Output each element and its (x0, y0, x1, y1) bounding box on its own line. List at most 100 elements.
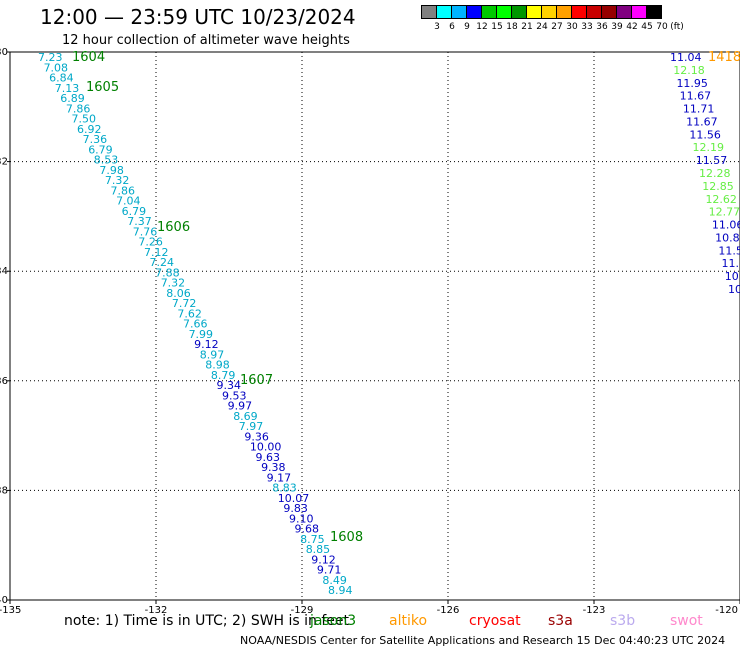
wave-height-label: 6.79 (122, 205, 146, 218)
pass-time-label: 1606 (157, 220, 190, 235)
wave-height-label: 7.24 (150, 256, 175, 269)
wave-height-label: 8.94 (328, 584, 353, 597)
wave-height-label: 8.97 (200, 348, 225, 361)
wave-height-label: 7.26 (138, 236, 163, 249)
wave-height-label: 9.36 (244, 430, 269, 443)
credit-line: NOAA/NESDIS Center for Satellite Applica… (240, 634, 726, 647)
wave-height-label: 10.00 (250, 441, 282, 454)
wave-height-label: 12.62 (705, 193, 737, 206)
legend-swatch (511, 5, 527, 19)
wave-height-label: 7.04 (116, 195, 141, 208)
pass-time-label: 1608 (330, 530, 363, 545)
legend-label: 70 (656, 22, 668, 32)
wave-height-label: 7.37 (127, 215, 152, 228)
legend-swatch (631, 5, 647, 19)
wave-height-label: 11.06 (712, 219, 740, 232)
wave-height-label: 12.77 (709, 206, 740, 219)
wave-height-label: 12.19 (693, 141, 725, 154)
satellite-s3a: s3a (548, 613, 573, 629)
wave-height-label: 11.56 (689, 128, 721, 141)
satellite-jason3: jason3 (310, 613, 357, 629)
legend-swatch (496, 5, 512, 19)
pass-time-label: 1418 (708, 50, 740, 65)
lat-tick-label: -36 (0, 376, 8, 387)
map-frame (9, 51, 740, 601)
lon-tick-label: -132 (145, 605, 168, 616)
wave-height-label: 11.67 (686, 115, 718, 128)
legend-label: 45 (641, 22, 653, 32)
wave-height-label: 9.53 (222, 389, 247, 402)
wave-height-label: 11.5 (718, 244, 740, 257)
lat-tick-label: -30 (0, 47, 8, 58)
lat-tick-label: -40 (0, 595, 8, 606)
wave-height-label: 9.83 (283, 502, 308, 515)
lat-tick-label: -34 (0, 266, 8, 277)
legend-label: 42 (626, 22, 638, 32)
footer-note: note: 1) Time is in UTC; 2) SWH is in fe… (64, 613, 350, 629)
wave-height-label: 9.17 (267, 471, 292, 484)
wave-height-label: 11.71 (683, 103, 715, 116)
wave-height-label: 12.28 (699, 167, 731, 180)
map-subtitle: 12 hour collection of altimeter wave hei… (62, 33, 350, 48)
wave-height-label: 7.12 (144, 246, 169, 259)
wave-height-label: 12.85 (702, 180, 734, 193)
legend-label: (ft) (670, 22, 684, 32)
legend-swatch (436, 5, 452, 19)
wave-height-label: 7.32 (105, 174, 130, 187)
legend-swatch (541, 5, 557, 19)
wave-height-label: 7.62 (177, 307, 202, 320)
wave-height-label: 9.71 (317, 564, 342, 577)
legend-swatch (556, 5, 572, 19)
wave-height-label: 11.04 (670, 51, 702, 64)
legend-label: 6 (449, 22, 455, 32)
lon-tick-label: -126 (437, 605, 460, 616)
satellite-swot: swot (670, 613, 703, 629)
wave-height-label: 9.12 (311, 553, 336, 566)
lat-tick-label: -38 (0, 485, 8, 496)
legend-label: 30 (566, 22, 578, 32)
wave-height-label: 8.69 (233, 410, 258, 423)
satellite-s3b: s3b (610, 613, 636, 629)
pass-time-label: 1605 (86, 80, 119, 95)
legend-label: 9 (464, 22, 470, 32)
wave-height-label: 7.50 (71, 113, 96, 126)
wave-height-label: 6.79 (88, 143, 113, 156)
wave-height-label: 10 (725, 270, 739, 283)
pass-time-label: 1604 (72, 50, 105, 65)
lon-tick-label: -123 (583, 605, 606, 616)
wave-height-label: 7.72 (172, 297, 197, 310)
legend-label: 36 (596, 22, 608, 32)
wave-height-label: 7.08 (44, 61, 68, 74)
wave-height-label: 7.32 (161, 277, 186, 290)
wave-height-label: 10.07 (278, 492, 310, 505)
legend-swatch (616, 5, 632, 19)
legend-label: 24 (536, 22, 548, 32)
wave-height-label: 6.84 (49, 72, 74, 85)
wave-height-label: 7.97 (239, 420, 264, 433)
wave-height-label: 10 (728, 283, 740, 296)
legend-label: 18 (506, 22, 518, 32)
wave-height-label: 6.92 (77, 123, 102, 136)
wave-height-label: 8.75 (300, 533, 325, 546)
map-title: 12:00 — 23:59 UTC 10/23/2024 (40, 5, 356, 29)
wave-height-label: 7.99 (189, 328, 214, 341)
wave-height-label: 9.38 (261, 461, 286, 474)
wave-height-label: 8.49 (322, 574, 347, 587)
wave-height-label: 9.12 (194, 338, 219, 351)
legend-swatch (586, 5, 602, 19)
wave-height-label: 7.23 (38, 51, 63, 64)
lon-tick-label: -129 (291, 605, 314, 616)
legend-label: 3 (434, 22, 440, 32)
legend-swatch (601, 5, 617, 19)
wave-height-label: 9.68 (295, 523, 320, 536)
wave-height-label: 11. (722, 257, 740, 270)
wave-height-label: 7.86 (66, 102, 91, 115)
legend-label: 39 (611, 22, 623, 32)
legend-swatch (466, 5, 482, 19)
wave-height-label: 11.57 (696, 154, 728, 167)
legend-swatch (526, 5, 542, 19)
lat-tick-label: -32 (0, 157, 8, 168)
lon-tick-label: -120 (715, 605, 738, 616)
wave-height-label: 9.97 (228, 400, 253, 413)
